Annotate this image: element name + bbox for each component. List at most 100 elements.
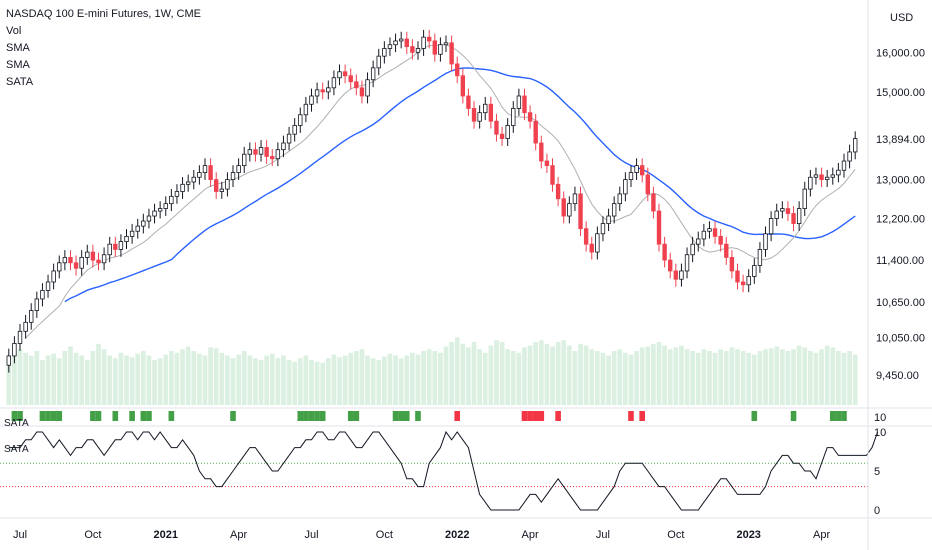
candle-up	[757, 249, 763, 266]
volume-bar	[488, 345, 494, 405]
candle-down	[499, 133, 505, 139]
volume-bar	[197, 353, 202, 405]
volume-bar	[325, 358, 331, 405]
candle-down	[791, 213, 796, 224]
candle-up	[376, 55, 381, 69]
candle-down	[718, 235, 723, 245]
candle-down	[354, 81, 359, 89]
candle-down	[455, 63, 460, 77]
time-tick-label: 2023	[736, 529, 760, 541]
sata-green-cell	[140, 411, 147, 421]
price-tick-label: 10,650.00	[876, 297, 925, 309]
symbol-title[interactable]: NASDAQ 100 E-mini Futures, 1W, CME	[6, 8, 201, 20]
price-tick-label: 10,050.00	[876, 332, 925, 344]
candle-up	[309, 95, 314, 105]
candle-down	[735, 270, 740, 283]
sata-green-cell	[56, 411, 63, 421]
volume-bar	[73, 352, 79, 405]
candle-up	[152, 210, 157, 217]
legend-vol[interactable]: Vol	[6, 25, 22, 37]
candle-up	[382, 48, 387, 57]
legend: NASDAQ 100 E-mini Futures, 1W, CME Vol S…	[6, 6, 201, 91]
sata-line-pane-label[interactable]: SATA	[4, 444, 29, 455]
candle-up	[387, 44, 393, 49]
volume-bar	[208, 347, 213, 405]
candle-down	[662, 243, 667, 261]
time-tick-label: Oct	[376, 529, 393, 541]
volume-bar	[566, 345, 572, 405]
volume-bar	[729, 347, 735, 405]
legend-sata[interactable]: SATA	[6, 76, 34, 88]
sata-red-cell	[639, 411, 645, 421]
volume-bar	[410, 352, 415, 405]
candle-up	[808, 176, 813, 190]
candle-up	[191, 176, 196, 183]
volume-bar	[202, 355, 208, 405]
sata-green-cell	[303, 411, 309, 421]
candle-down	[589, 243, 594, 253]
candle-down	[466, 95, 471, 109]
volume-bar	[606, 355, 611, 405]
candle-down	[410, 46, 415, 53]
volume-bar	[230, 358, 236, 405]
volume-bar	[841, 352, 847, 405]
sata-green-cell	[297, 411, 304, 421]
volume-bar	[707, 351, 712, 405]
volume-bar	[656, 342, 662, 405]
candle-up	[85, 251, 90, 258]
candle-down	[819, 174, 824, 181]
sata-red-cell	[555, 411, 561, 421]
candle-down	[555, 183, 561, 200]
candle-up	[129, 230, 135, 237]
sata-bar-pane-label[interactable]: SATA	[4, 418, 29, 429]
volume-bar	[651, 343, 656, 405]
sata-green-cell	[841, 411, 847, 421]
volume-bar	[331, 354, 337, 405]
price-tick-label: 11,400.00	[876, 255, 924, 267]
candle-up	[617, 193, 622, 205]
candle-up	[634, 165, 639, 173]
sata-axis[interactable]: 10 10 5 0	[874, 412, 886, 517]
candle-up	[679, 270, 684, 280]
candle-down	[253, 149, 258, 155]
volume-bar	[62, 351, 68, 405]
candle-up	[6, 355, 11, 366]
time-axis[interactable]: Jul Oct 2021 Apr Jul Oct 2022 Apr Jul Oct 2023 Apr	[13, 529, 830, 541]
candle-up	[197, 172, 202, 178]
volume-bar	[751, 354, 757, 405]
candle-down	[583, 228, 589, 245]
candle-up	[853, 138, 858, 153]
candle-down	[724, 243, 729, 258]
volume-bar	[690, 351, 695, 405]
candle-down	[113, 243, 118, 250]
legend-sma-2[interactable]: SMA	[6, 59, 30, 71]
candle-up	[611, 203, 617, 217]
currency-label[interactable]: USD	[890, 12, 914, 24]
legend-sma-1[interactable]: SMA	[6, 42, 30, 54]
volume-bar	[79, 355, 85, 405]
sata-green-cell	[829, 411, 836, 421]
volume-bar	[225, 355, 230, 405]
candle-down	[96, 259, 101, 264]
time-tick-label: Jul	[596, 529, 610, 541]
price-tick-label: 13,894.00	[876, 134, 925, 146]
volume-bar	[393, 355, 398, 405]
price-axis[interactable]: 16,000.00 15,000.00 13,894.00 13,000.00 12,2…	[876, 47, 925, 382]
candle-up	[286, 133, 292, 144]
volume-bar	[746, 352, 752, 405]
volume-bar	[359, 349, 365, 405]
candle-up	[57, 262, 62, 272]
candle-down	[471, 108, 477, 122]
candle-up	[780, 208, 785, 212]
volume-bar	[617, 349, 623, 405]
sata-green-cell	[95, 411, 102, 421]
volume-bar	[297, 358, 303, 405]
sata-green-cell	[50, 411, 57, 421]
volume-bar	[808, 351, 813, 405]
volume-bar	[712, 352, 718, 405]
volume-bar	[152, 360, 157, 405]
volume-bar	[779, 349, 785, 405]
volume-bar	[589, 349, 595, 405]
volume-bar	[701, 349, 707, 405]
